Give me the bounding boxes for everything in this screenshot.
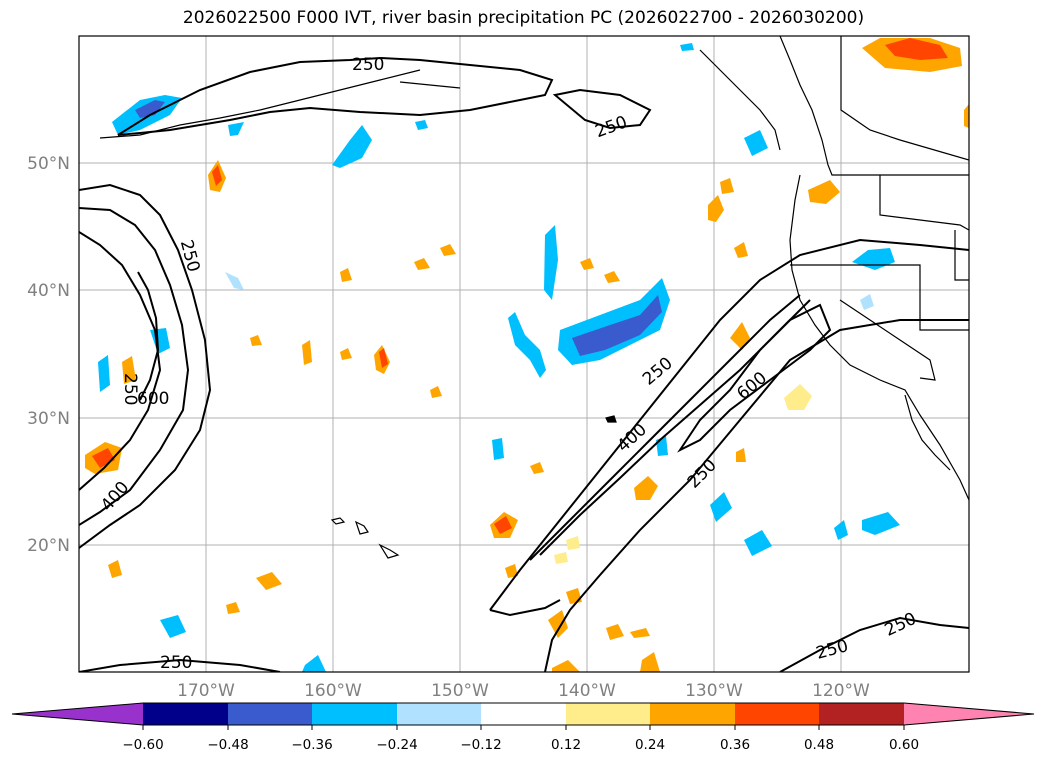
- colorbar-tick-label: 0.60: [889, 737, 919, 753]
- canada-us-coast: [779, 36, 969, 176]
- contour-250: [779, 616, 969, 672]
- colorbar-tick-label: 0.48: [804, 737, 834, 753]
- contour-250: [117, 56, 554, 136]
- colorbar-tick-label: −0.60: [122, 737, 163, 753]
- colorbar-bin: [735, 703, 819, 725]
- lon-tick-label: 120°W: [812, 681, 870, 701]
- contour-250: [489, 238, 969, 611]
- lat-tick-label: 30°N: [27, 409, 70, 429]
- contour-250: [544, 319, 969, 672]
- ivt-contours: [79, 56, 969, 672]
- colorbar-bin: [397, 703, 481, 725]
- contour-400: [79, 207, 190, 526]
- lat-tick-label: 20°N: [27, 536, 70, 556]
- coastlines: [99, 36, 969, 559]
- lon-tick-label: 170°W: [177, 681, 235, 701]
- colorbar-tick-label: 0.36: [720, 737, 750, 753]
- lat-tick-label: 50°N: [27, 154, 70, 174]
- colorbar-bin: [650, 703, 735, 725]
- contour-250: [79, 183, 212, 549]
- negative-anomaly-region: [544, 225, 558, 300]
- lat-tick-label: 40°N: [27, 281, 70, 301]
- lon-tick-label: 130°W: [685, 681, 743, 701]
- longitude-tick-labels: 170°W 160°W 150°W 140°W 130°W 120°W: [177, 681, 870, 701]
- contour-400: [529, 294, 801, 561]
- colorbar-tick-label: 0.12: [551, 737, 581, 753]
- contour-600: [137, 271, 160, 401]
- colorbar-over-triangle: [904, 703, 1034, 725]
- lon-tick-label: 140°W: [558, 681, 616, 701]
- negative-anomaly-region: [332, 125, 372, 168]
- lon-tick-label: 150°W: [431, 681, 489, 701]
- strong-negative-anomaly-region: [572, 295, 662, 356]
- colorbar-tick-label: 0.24: [635, 737, 665, 753]
- lon-tick-label: 160°W: [304, 681, 362, 701]
- strong-positive-anomaly-region: [885, 38, 948, 60]
- contour-250: [79, 658, 281, 672]
- colorbar-tick-label: −0.24: [376, 737, 417, 753]
- figure-title: 2026022500 F000 IVT, river basin precipi…: [182, 8, 865, 28]
- colorbar-tick-label: −0.12: [460, 737, 501, 753]
- contour-label: 600: [137, 389, 169, 409]
- contour-label: 250: [352, 55, 384, 75]
- precip-pc-shading: [85, 38, 969, 672]
- colorbar-tick-label: −0.48: [207, 737, 248, 753]
- map-border: [78, 35, 970, 673]
- us-mexico-west-coast: [789, 174, 969, 501]
- colorbar-bin: [566, 703, 650, 725]
- contour-250: [552, 88, 652, 130]
- colorbar-bin: [143, 703, 228, 725]
- contour-600: [677, 303, 832, 453]
- contour-label: 250: [160, 653, 192, 673]
- colorbar-bin: [819, 703, 904, 725]
- colorbar-bin: [312, 703, 397, 725]
- colorbar-tick-label: −0.36: [291, 737, 332, 753]
- colorbar: −0.60 −0.48 −0.36 −0.24 −0.12 0.12 0.24 …: [11, 702, 1035, 753]
- contour-label: 250: [120, 373, 140, 405]
- colorbar-under-triangle: [12, 703, 143, 725]
- latitude-tick-labels: 50°N 40°N 30°N 20°N: [27, 154, 70, 556]
- negative-anomaly-region: [508, 312, 546, 378]
- colorbar-bin: [481, 703, 566, 725]
- strong-negative-anomaly-region: [135, 100, 165, 118]
- colorbar-bin: [228, 703, 312, 725]
